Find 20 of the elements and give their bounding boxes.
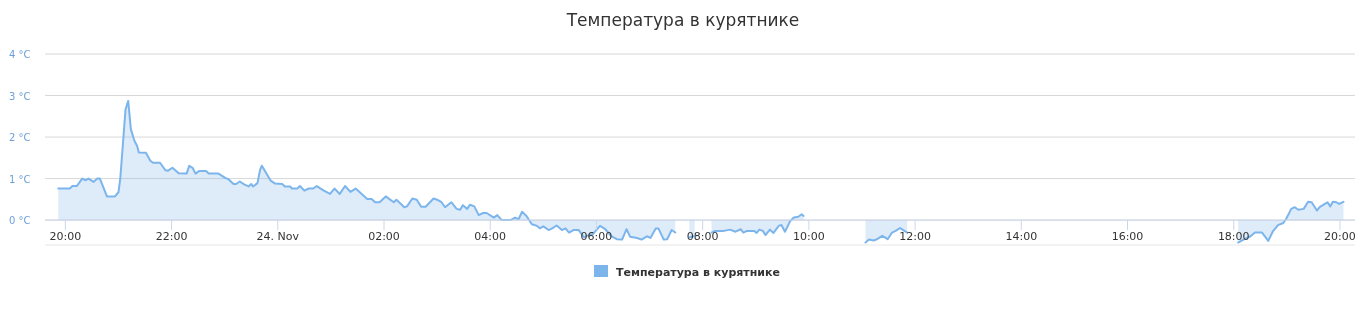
x-tick-label: 12:00: [899, 230, 931, 244]
y-tick-label: 2 °C: [9, 132, 31, 144]
chart-title: Температура в курятнике: [565, 10, 800, 30]
x-tick-label: 06:00: [580, 230, 613, 244]
x-tick-label: 10:00: [793, 230, 825, 244]
x-tick-label: 20:00: [1324, 230, 1356, 244]
y-tick-label: 3 °C: [9, 90, 31, 102]
x-tick-label: 08:00: [686, 230, 719, 244]
x-tick-label: 14:00: [1005, 230, 1038, 244]
x-tick-label: 04:00: [474, 230, 507, 244]
x-tick-label: 24. Nov: [256, 230, 300, 244]
y-tick-label: 4 °C: [9, 49, 31, 60]
x-tick-label: 22:00: [155, 230, 188, 244]
x-tick-label: 16:00: [1111, 230, 1144, 244]
x-tick-label: 02:00: [368, 230, 400, 244]
y-tick-label: 0 °C: [9, 215, 31, 227]
x-tick-label: 20:00: [49, 230, 82, 244]
legend-label: Температура в курятнике: [616, 266, 780, 279]
x-tick-label: 18:00: [1217, 230, 1250, 244]
y-tick-label: 1 °C: [9, 173, 31, 185]
